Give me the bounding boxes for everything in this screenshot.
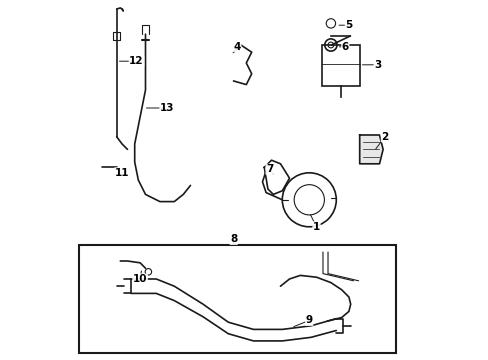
Polygon shape bbox=[359, 135, 382, 164]
Text: 3: 3 bbox=[373, 60, 381, 70]
Text: 4: 4 bbox=[233, 42, 241, 52]
Text: 1: 1 bbox=[312, 222, 320, 232]
Text: 5: 5 bbox=[345, 20, 352, 30]
Text: 9: 9 bbox=[305, 315, 312, 325]
Text: 13: 13 bbox=[160, 103, 174, 113]
Text: 2: 2 bbox=[381, 132, 388, 142]
Text: 6: 6 bbox=[341, 42, 348, 52]
Bar bbox=[79, 245, 395, 353]
Text: 11: 11 bbox=[115, 168, 129, 178]
Text: 8: 8 bbox=[230, 234, 237, 244]
Text: 12: 12 bbox=[129, 56, 143, 66]
Bar bbox=[321, 45, 359, 86]
Text: 7: 7 bbox=[265, 164, 273, 174]
Text: 10: 10 bbox=[133, 274, 147, 284]
